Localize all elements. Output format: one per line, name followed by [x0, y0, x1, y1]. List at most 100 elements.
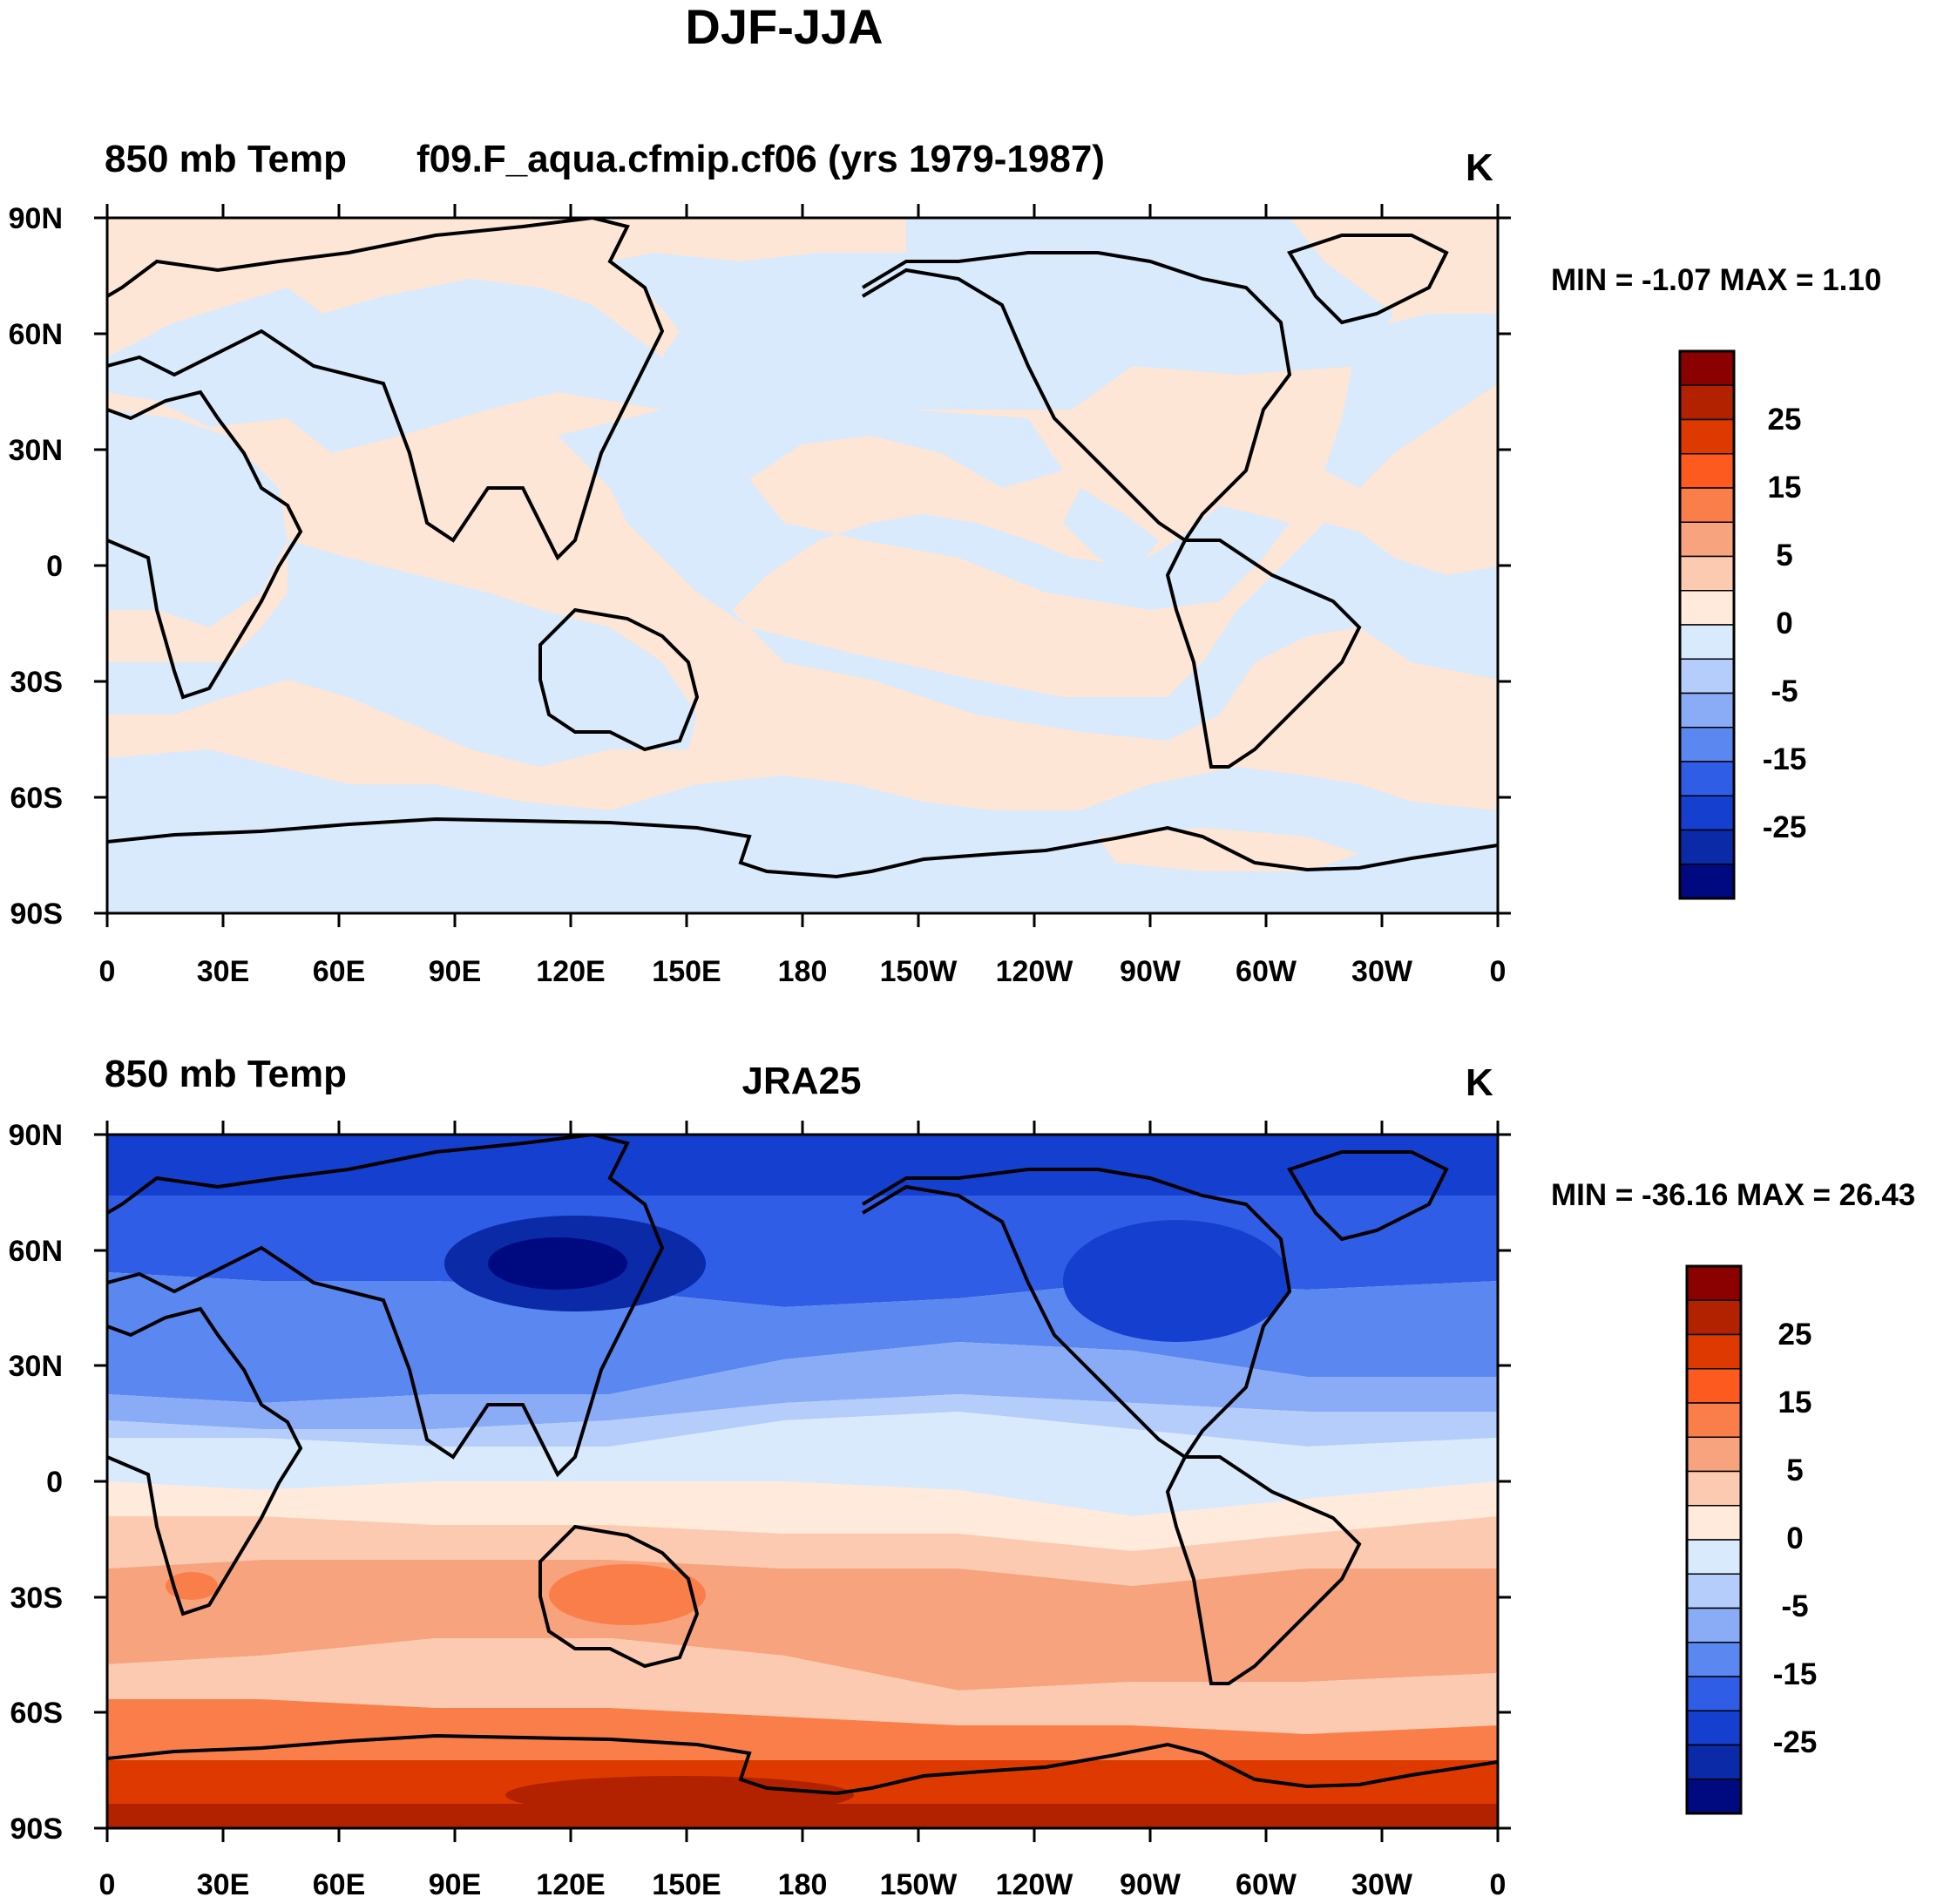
panel2-band-south-light [107, 1516, 1498, 1586]
panel1-xlabel-120e: 120E [536, 955, 606, 988]
panel1-coast-north-america [861, 251, 1292, 543]
panel1-cb-label-0: 0 [1776, 606, 1793, 640]
panel2-ylabel-90s: 90S [10, 1813, 64, 1846]
panel1-coast-africa [107, 390, 303, 700]
panel1-xlabel-30w: 30W [1351, 955, 1412, 988]
panel2-band-south-mid [107, 1560, 1498, 1691]
panel1-xlabel-120w: 120W [995, 955, 1073, 988]
panel2-min-max: MIN = -36.16 MAX = 26.43 [1551, 1178, 1916, 1212]
panel2-siberia-cold-center [488, 1237, 627, 1290]
panel1-neg-region-pacific-tropics [558, 410, 1498, 741]
panel2-ylabel-60s: 60S [10, 1697, 64, 1730]
panel2-band-south-weak [107, 1481, 1498, 1551]
panel2-colorbar-swatch [1686, 1779, 1742, 1814]
panel2-xlabel-0-end: 0 [1489, 1868, 1507, 1901]
panel2-coastlines [107, 1135, 1498, 1796]
panel1-neg-region-southern [107, 749, 1498, 913]
panel1-colorbar-swatch [1679, 829, 1735, 865]
panel1-coast-greenland [1287, 234, 1449, 325]
panel1-xlabel-0-end: 0 [1489, 955, 1507, 988]
panel1-ylabel-0: 0 [46, 550, 63, 583]
panel1-ylabel-90n: 90N [8, 202, 63, 235]
panel2-band-tropics-north [107, 1394, 1498, 1447]
panel2-colorbar-swatch [1686, 1607, 1742, 1643]
panel1-units: K [1466, 146, 1493, 189]
panel2-ylabel-60n: 60N [8, 1235, 63, 1268]
panel1-map [94, 204, 1511, 927]
panel1-neg-region-indian-ocean [107, 410, 697, 767]
panel1-ylabel-30n: 30N [8, 434, 63, 467]
panel2-xlabel-120w: 120W [995, 1868, 1073, 1901]
panel2-coast-africa [107, 1306, 303, 1616]
panel2-band-southern-ocean [107, 1638, 1498, 1734]
panel1-neg-region-atlantic [1063, 314, 1498, 575]
panel1-xlabel-60e: 60E [312, 955, 366, 988]
panel2-xlabel-60w: 60W [1236, 1868, 1297, 1901]
panel1-coast-antarctica [107, 816, 1498, 879]
panel1-cb-label-m5: -5 [1771, 674, 1798, 708]
panel2-colorbar-swatch [1686, 1573, 1742, 1609]
panel1-ylabel-60s: 60S [10, 782, 64, 815]
panel2-colorbar-swatch [1686, 1299, 1742, 1336]
panel2-xlabel-90w: 90W [1120, 1868, 1181, 1901]
panel1-colorbar-swatches [1678, 349, 1736, 900]
panel1-ylabel-60n: 60N [8, 318, 63, 351]
panel1-neg-region-arctic-pacific [107, 218, 1394, 453]
panel1-xlabel-180: 180 [777, 955, 828, 988]
panel2-antarctic-warm-core [505, 1776, 854, 1814]
panel1-xlabel-0: 0 [98, 955, 116, 988]
panel1-coast-eurasia [107, 218, 665, 561]
panel1-xlabel-150e: 150E [652, 955, 721, 988]
panel2-cb-label-5: 5 [1786, 1453, 1804, 1487]
panel1-ticks [94, 204, 1511, 927]
panel2-cb-label-m25: -25 [1772, 1725, 1818, 1759]
panel2-north-america-cold [1063, 1220, 1290, 1342]
panel2-xlabel-180: 180 [777, 1868, 828, 1901]
panel1-cb-label-m25: -25 [1762, 810, 1807, 844]
panel2-xlabel-150w: 150W [879, 1868, 958, 1901]
panel2-xlabel-90e: 90E [428, 1868, 482, 1901]
panel1-cb-label-15: 15 [1767, 471, 1802, 505]
panel2-colorbar-swatch [1686, 1333, 1742, 1370]
panel1-coast-australia [538, 607, 700, 752]
panel1-cb-label-5: 5 [1776, 539, 1793, 573]
panel2-colorbar-swatch [1686, 1642, 1742, 1677]
panel2-xlabel-60e: 60E [312, 1868, 366, 1901]
panel2-southern-africa-warm [166, 1572, 218, 1600]
panel2-ylabel-90n: 90N [8, 1119, 63, 1152]
panel2-ylabel-30s: 30S [10, 1582, 64, 1615]
panel2-coast-north-america [861, 1168, 1292, 1460]
panel2-colorbar-swatch [1686, 1505, 1742, 1541]
panel1-coast-south-america [1165, 539, 1362, 769]
panel1-coastlines [107, 218, 1498, 879]
panel2-colorbar-swatch [1686, 1436, 1742, 1473]
panel2-colorbar-swatch [1686, 1265, 1742, 1301]
panel2-band-subtropics-north [107, 1342, 1498, 1429]
panel2-band-antarctic-coast [107, 1699, 1498, 1760]
panel1-cb-label-25: 25 [1767, 403, 1802, 437]
panel2-australia-warm [549, 1564, 706, 1625]
panel2-xlabel-30w: 30W [1351, 1868, 1412, 1901]
panel2-coast-eurasia [107, 1135, 665, 1478]
panel2-coast-greenland [1287, 1150, 1449, 1242]
panel2-coast-antarctica [107, 1733, 1498, 1796]
panel1-colorbar-frame [1678, 349, 1736, 900]
panel1-xlabel-90e: 90E [428, 955, 482, 988]
panel2-xlabel-120e: 120E [536, 1868, 606, 1901]
panel2-cb-label-25: 25 [1778, 1318, 1812, 1352]
panel1-ylabel-30s: 30S [10, 666, 64, 699]
panel2-cb-label-15: 15 [1778, 1386, 1812, 1420]
panel2-xlabel-150e: 150E [652, 1868, 721, 1901]
panel1-case-title: f09.F_aqua.cfmip.cf06 (yrs 1979-1987) [416, 138, 1105, 180]
panel2-colorbar-swatch [1686, 1539, 1742, 1575]
panel2-colorbar-swatch [1686, 1676, 1742, 1711]
panel2-map [94, 1121, 1511, 1842]
panel2-band-polar-north [107, 1135, 1498, 1196]
panel1-xlabel-30e: 30E [196, 955, 250, 988]
panel2-xlabel-0: 0 [98, 1868, 116, 1901]
panel1-xlabel-60w: 60W [1236, 955, 1297, 988]
panel2-cb-label-m15: -15 [1772, 1657, 1818, 1691]
panel2-coast-australia [538, 1524, 700, 1669]
